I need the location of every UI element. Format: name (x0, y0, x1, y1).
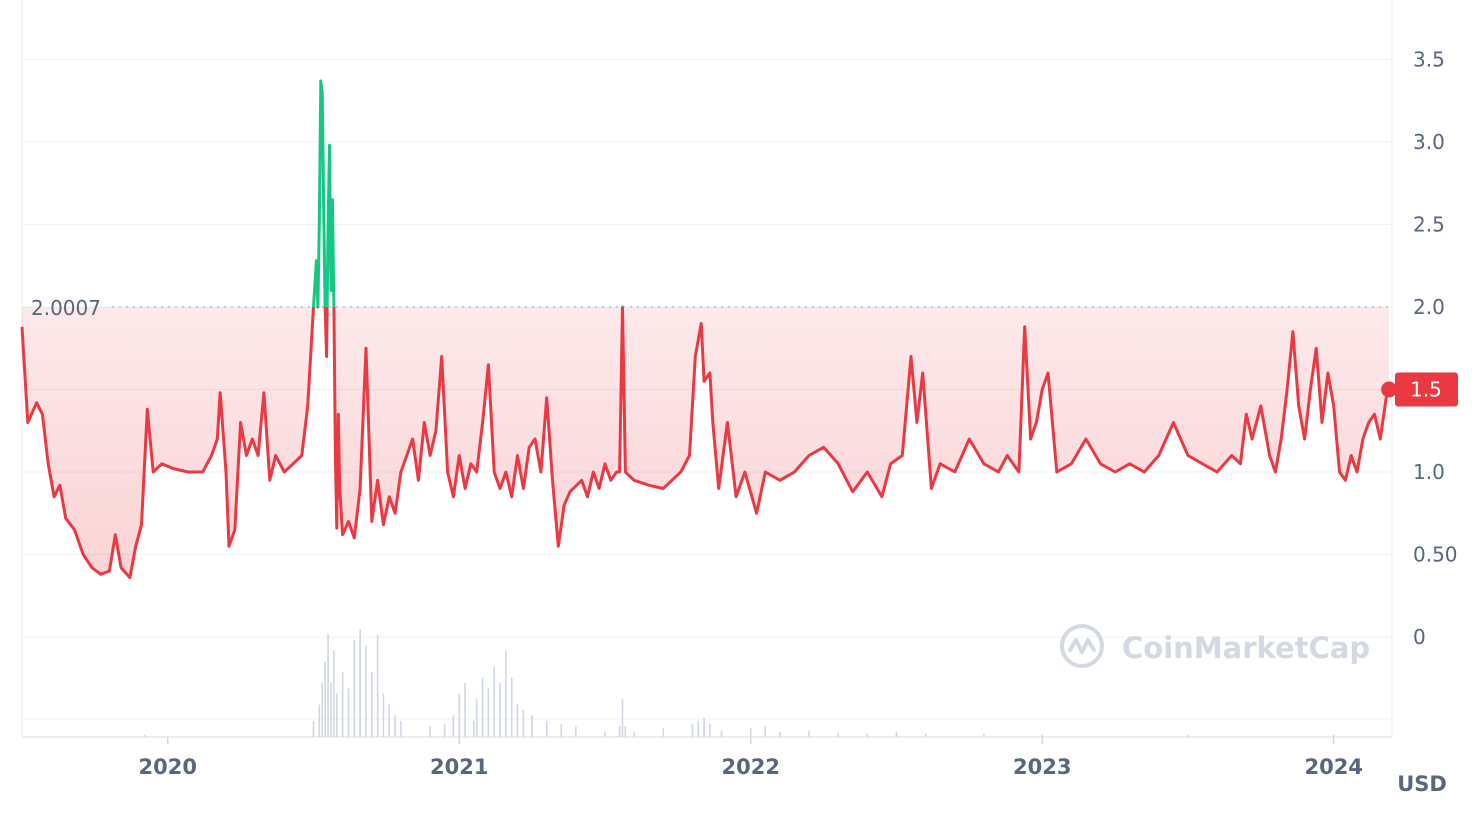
volume-bar (321, 683, 324, 737)
volume-bar (545, 720, 548, 737)
volume-bar (365, 645, 367, 737)
volume-bar (429, 726, 431, 737)
volume-bar (394, 715, 396, 737)
volume-bar (318, 704, 321, 737)
volume-bar (691, 724, 694, 737)
volume-bar (1041, 734, 1044, 737)
y-tick-label: 3.0 (1413, 130, 1445, 154)
volume-bar (443, 724, 446, 737)
price-line-below-reference (20, 306, 1391, 580)
volume-bar (764, 726, 767, 737)
volume-bar (837, 732, 839, 737)
volume-bar (618, 726, 621, 737)
y-tick-label: 0 (1413, 625, 1426, 649)
volume-bar (353, 639, 356, 737)
volume-bar (604, 731, 606, 737)
volume-bar (983, 733, 985, 737)
volume-bar (370, 672, 373, 737)
volume-bar (633, 731, 635, 737)
volume-bar (324, 661, 326, 737)
volume-bar (522, 710, 525, 737)
volume-bar (749, 728, 752, 737)
x-tick-label: 2024 (1304, 755, 1362, 779)
volume-bar (510, 677, 513, 737)
volume-bar (624, 726, 627, 737)
current-price-badge (1395, 372, 1458, 407)
volume-bar (924, 733, 927, 737)
volume-bar (327, 634, 329, 737)
volume-bar (531, 715, 533, 737)
x-tick-label: 2020 (139, 755, 197, 779)
watermark-text: CoinMarketCap (1122, 631, 1370, 665)
volume-bar (493, 666, 496, 737)
currency-label: USD (1397, 772, 1447, 796)
volume-bar (452, 715, 455, 737)
volume-bar (1187, 734, 1189, 737)
volume-bar (1332, 734, 1335, 737)
volume-bar (143, 734, 146, 737)
volume-bar (400, 720, 402, 737)
volume-bar (388, 704, 391, 737)
x-tick-label: 2022 (721, 755, 779, 779)
volume-bar (779, 731, 781, 737)
volume-bar (866, 733, 869, 737)
x-tick-label: 2021 (430, 755, 488, 779)
volume-bar (382, 693, 385, 737)
volume-bar (662, 728, 665, 737)
volume-bar (560, 724, 563, 737)
volume-bar (487, 688, 490, 737)
volume-bar (464, 683, 466, 737)
volume-bar (575, 726, 577, 737)
volume-bar (475, 699, 478, 737)
volume-bar (458, 693, 461, 737)
volume-bar (505, 650, 507, 737)
y-tick-label: 2.5 (1413, 213, 1445, 237)
volume-bar (376, 634, 379, 737)
volume-bar (499, 683, 501, 737)
volume-bar (621, 699, 624, 737)
volume-bar (312, 720, 315, 737)
volume-bar (808, 730, 810, 737)
y-tick-label: 3.5 (1413, 48, 1445, 72)
coinmarketcap-logo-icon (1060, 624, 1104, 668)
price-line (20, 79, 1391, 580)
volume-bar (347, 688, 350, 737)
volume-bar (341, 672, 344, 737)
volume-bar (473, 720, 475, 737)
current-price-dot (1381, 381, 1398, 398)
reference-value-label: 2.0007 (31, 296, 101, 320)
volume-bar (703, 717, 705, 737)
reference-line: 2.0007 (31, 296, 1390, 320)
x-tick-label: 2023 (1013, 755, 1071, 779)
volume-bar (895, 731, 898, 737)
volume-bar (330, 683, 332, 737)
y-tick-label: 1.0 (1413, 460, 1445, 484)
volume-bars (143, 629, 1335, 737)
y-tick-label: 2.0 (1413, 295, 1445, 319)
volume-bar (333, 650, 335, 737)
volume-bar (516, 704, 519, 737)
volume-bar (481, 677, 484, 737)
volume-bar (359, 629, 361, 737)
current-price: 1.5 (1381, 372, 1458, 407)
volume-bar (697, 720, 700, 737)
volume-bar (709, 724, 711, 737)
current-price-label: 1.5 (1410, 378, 1442, 402)
volume-bar (720, 730, 723, 737)
coinmarketcap-watermark: CoinMarketCap (1060, 624, 1370, 668)
volume-bar (336, 693, 338, 737)
y-tick-label: 0.50 (1413, 543, 1458, 567)
